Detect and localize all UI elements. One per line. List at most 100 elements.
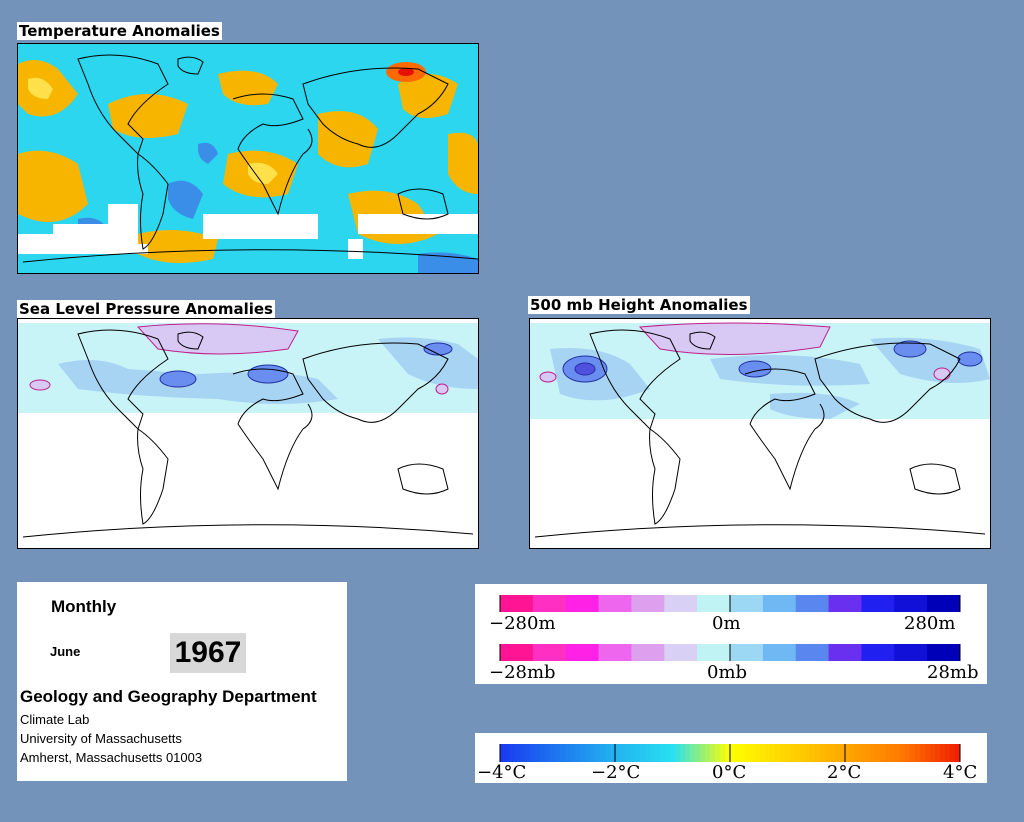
temp-bar-swatch bbox=[550, 744, 556, 762]
university-label: University of Massachusetts bbox=[20, 731, 182, 746]
location-label: Amherst, Massachusetts 01003 bbox=[20, 750, 203, 765]
temp-bar-swatch bbox=[520, 744, 526, 762]
bar-height-swatch bbox=[664, 595, 698, 612]
temp-bar-swatch bbox=[720, 744, 726, 762]
temp-bar-swatch bbox=[690, 744, 696, 762]
pressure-color-bar bbox=[499, 644, 961, 661]
temp-bar-swatch bbox=[625, 744, 631, 762]
temperature-map-graphic bbox=[18, 44, 478, 273]
bar-height-swatch bbox=[697, 595, 731, 612]
bar-pressure-swatch bbox=[894, 644, 928, 661]
temp-bar-swatch bbox=[555, 744, 561, 762]
bar-pressure-swatch bbox=[565, 644, 600, 661]
temp-bar-swatch bbox=[880, 744, 886, 762]
temp-bar-swatch bbox=[605, 744, 611, 762]
lab-label: Climate Lab bbox=[20, 712, 90, 727]
height-title: 500 mb Height Anomalies bbox=[528, 296, 750, 314]
temp-bar-swatch bbox=[840, 744, 846, 762]
temp-bar-swatch bbox=[955, 744, 961, 762]
temp-bar-swatch bbox=[940, 744, 946, 762]
temp-bar-swatch bbox=[930, 744, 936, 762]
temp-bar-swatch bbox=[715, 744, 721, 762]
department-label: Geology and Geography Department bbox=[20, 687, 317, 706]
temp-bar-swatch bbox=[805, 744, 811, 762]
temp-bar-swatch bbox=[950, 744, 956, 762]
temp-bar-swatch bbox=[745, 744, 751, 762]
temp-bar-swatch bbox=[525, 744, 531, 762]
temp-bar-swatch bbox=[570, 744, 576, 762]
temp-bar-swatch bbox=[655, 744, 661, 762]
bar-height-swatch bbox=[532, 595, 567, 612]
temp-bar-swatch bbox=[870, 744, 876, 762]
temp-bar-swatch bbox=[765, 744, 771, 762]
temp-bar-swatch bbox=[865, 744, 871, 762]
temp-bar-swatch bbox=[835, 744, 841, 762]
bar-pressure-swatch bbox=[762, 644, 797, 661]
temp-bar-swatch bbox=[630, 744, 636, 762]
temp-bar-swatch bbox=[845, 744, 851, 762]
temp-bar-swatch bbox=[925, 744, 931, 762]
pressure-high-regions bbox=[29, 323, 449, 395]
temp-bar-swatch bbox=[670, 744, 676, 762]
temp-bar-swatch bbox=[635, 744, 641, 762]
temp-legend-tick-3: 2°C bbox=[827, 762, 861, 783]
bar-height-swatch bbox=[598, 595, 632, 612]
bar-pressure-swatch bbox=[828, 644, 862, 661]
temp-bar-swatch bbox=[815, 744, 821, 762]
temp-bar-swatch bbox=[580, 744, 586, 762]
temp-bar-swatch bbox=[660, 744, 666, 762]
temp-bar-swatch bbox=[640, 744, 646, 762]
temp-bar-swatch bbox=[825, 744, 831, 762]
bar-height-swatch bbox=[565, 595, 600, 612]
missing-data-regions bbox=[18, 204, 478, 259]
bar-height-swatch bbox=[894, 595, 928, 612]
temp-bar-swatch bbox=[855, 744, 861, 762]
temp-bar-swatch bbox=[545, 744, 551, 762]
temp-bar-swatch bbox=[725, 744, 731, 762]
temp-bar-swatch bbox=[910, 744, 916, 762]
bar-pressure-swatch bbox=[500, 644, 534, 661]
temp-bar-swatch bbox=[885, 744, 891, 762]
temp-legend-tick-0: −4°C bbox=[477, 762, 526, 783]
height-legend-max: 280m bbox=[904, 613, 955, 634]
temp-bar-swatch bbox=[585, 744, 591, 762]
temp-bar-swatch bbox=[935, 744, 941, 762]
temp-bar-swatch bbox=[505, 744, 511, 762]
temp-bar-swatch bbox=[650, 744, 656, 762]
temp-bar-swatch bbox=[675, 744, 681, 762]
bar-height-swatch bbox=[730, 595, 764, 612]
temp-bar-swatch bbox=[740, 744, 746, 762]
temp-bar-swatch bbox=[600, 744, 606, 762]
temp-bar-swatch bbox=[610, 744, 616, 762]
temp-bar-swatch bbox=[770, 744, 776, 762]
temp-bar-swatch bbox=[730, 744, 736, 762]
bar-height-swatch bbox=[861, 595, 895, 612]
temp-bar-swatch bbox=[540, 744, 546, 762]
temp-bar-swatch bbox=[590, 744, 596, 762]
temp-bar-swatch bbox=[890, 744, 896, 762]
temp-bar-swatch bbox=[595, 744, 601, 762]
pressure-legend-mid: 0mb bbox=[707, 662, 747, 683]
temp-bar-swatch bbox=[790, 744, 796, 762]
temp-bar-swatch bbox=[915, 744, 921, 762]
temp-bar-swatch bbox=[620, 744, 626, 762]
height-anomaly-map[interactable] bbox=[529, 318, 991, 549]
temp-bar-swatch bbox=[560, 744, 566, 762]
temp-legend-tick-4: 4°C bbox=[943, 762, 977, 783]
pressure-anomaly-map[interactable] bbox=[17, 318, 479, 549]
bar-height-swatch bbox=[795, 595, 830, 612]
height-legend-min: −280m bbox=[489, 613, 556, 634]
temp-bar-swatch bbox=[905, 744, 911, 762]
temp-bar-swatch bbox=[530, 744, 536, 762]
temp-bar-swatch bbox=[945, 744, 951, 762]
temp-bar-swatch bbox=[785, 744, 791, 762]
bar-pressure-swatch bbox=[861, 644, 895, 661]
temperature-anomaly-map[interactable] bbox=[17, 43, 479, 274]
temp-bar-swatch bbox=[920, 744, 926, 762]
temp-legend-tick-2: 0°C bbox=[712, 762, 746, 783]
temp-bar-swatch bbox=[680, 744, 686, 762]
temp-bar-swatch bbox=[710, 744, 716, 762]
height-coastlines bbox=[534, 329, 986, 538]
temp-bar-swatch bbox=[795, 744, 801, 762]
temp-bar-swatch bbox=[820, 744, 826, 762]
